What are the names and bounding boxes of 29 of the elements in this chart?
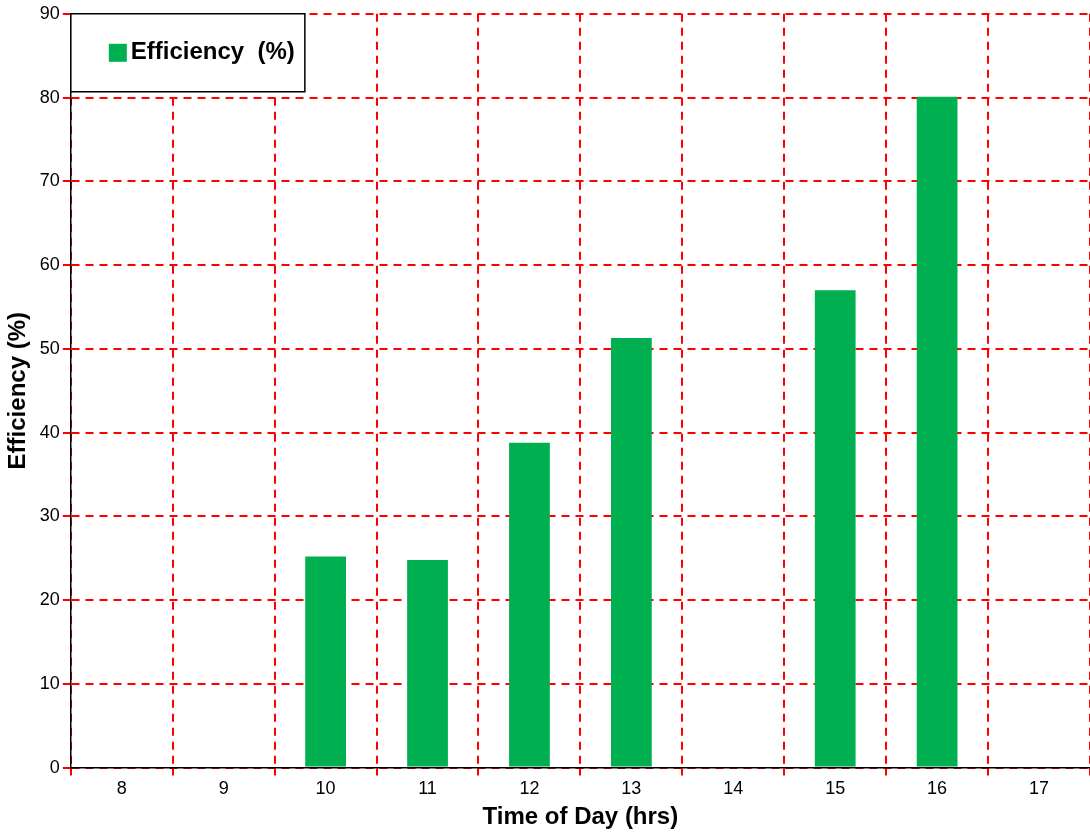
x-tick-label: 17	[1029, 778, 1050, 799]
y-tick-label: 80	[39, 86, 60, 107]
y-tick-label: 40	[39, 421, 60, 442]
x-tick-label: 8	[116, 778, 127, 799]
y-tick-label: 90	[39, 2, 60, 23]
legend-label: Efficiency (%)	[130, 37, 295, 65]
x-tick-label: 15	[825, 778, 846, 799]
y-tick-label: 60	[39, 254, 60, 275]
y-axis-title: Efficiency (%)	[3, 312, 31, 470]
y-tick-label: 50	[39, 337, 60, 358]
x-tick-label: 9	[218, 778, 229, 799]
bar	[814, 290, 856, 767]
bar	[509, 442, 550, 767]
x-tick-label: 10	[315, 778, 336, 799]
bar	[916, 96, 958, 767]
x-tick-label: 11	[418, 778, 437, 799]
y-tick-label: 20	[39, 589, 60, 610]
x-tick-label: 13	[621, 778, 642, 799]
y-tick-label: 30	[39, 505, 60, 526]
x-tick-label: 12	[519, 778, 540, 799]
bar	[610, 337, 652, 767]
y-tick-label: 10	[39, 672, 60, 693]
bar	[407, 559, 448, 767]
x-axis-title: Time of Day (hrs)	[482, 802, 679, 830]
x-tick-label: 14	[723, 778, 744, 799]
x-tick-label: 16	[927, 778, 948, 799]
bar	[305, 556, 346, 767]
y-tick-label: 0	[49, 756, 60, 777]
y-tick-label: 70	[39, 170, 60, 191]
